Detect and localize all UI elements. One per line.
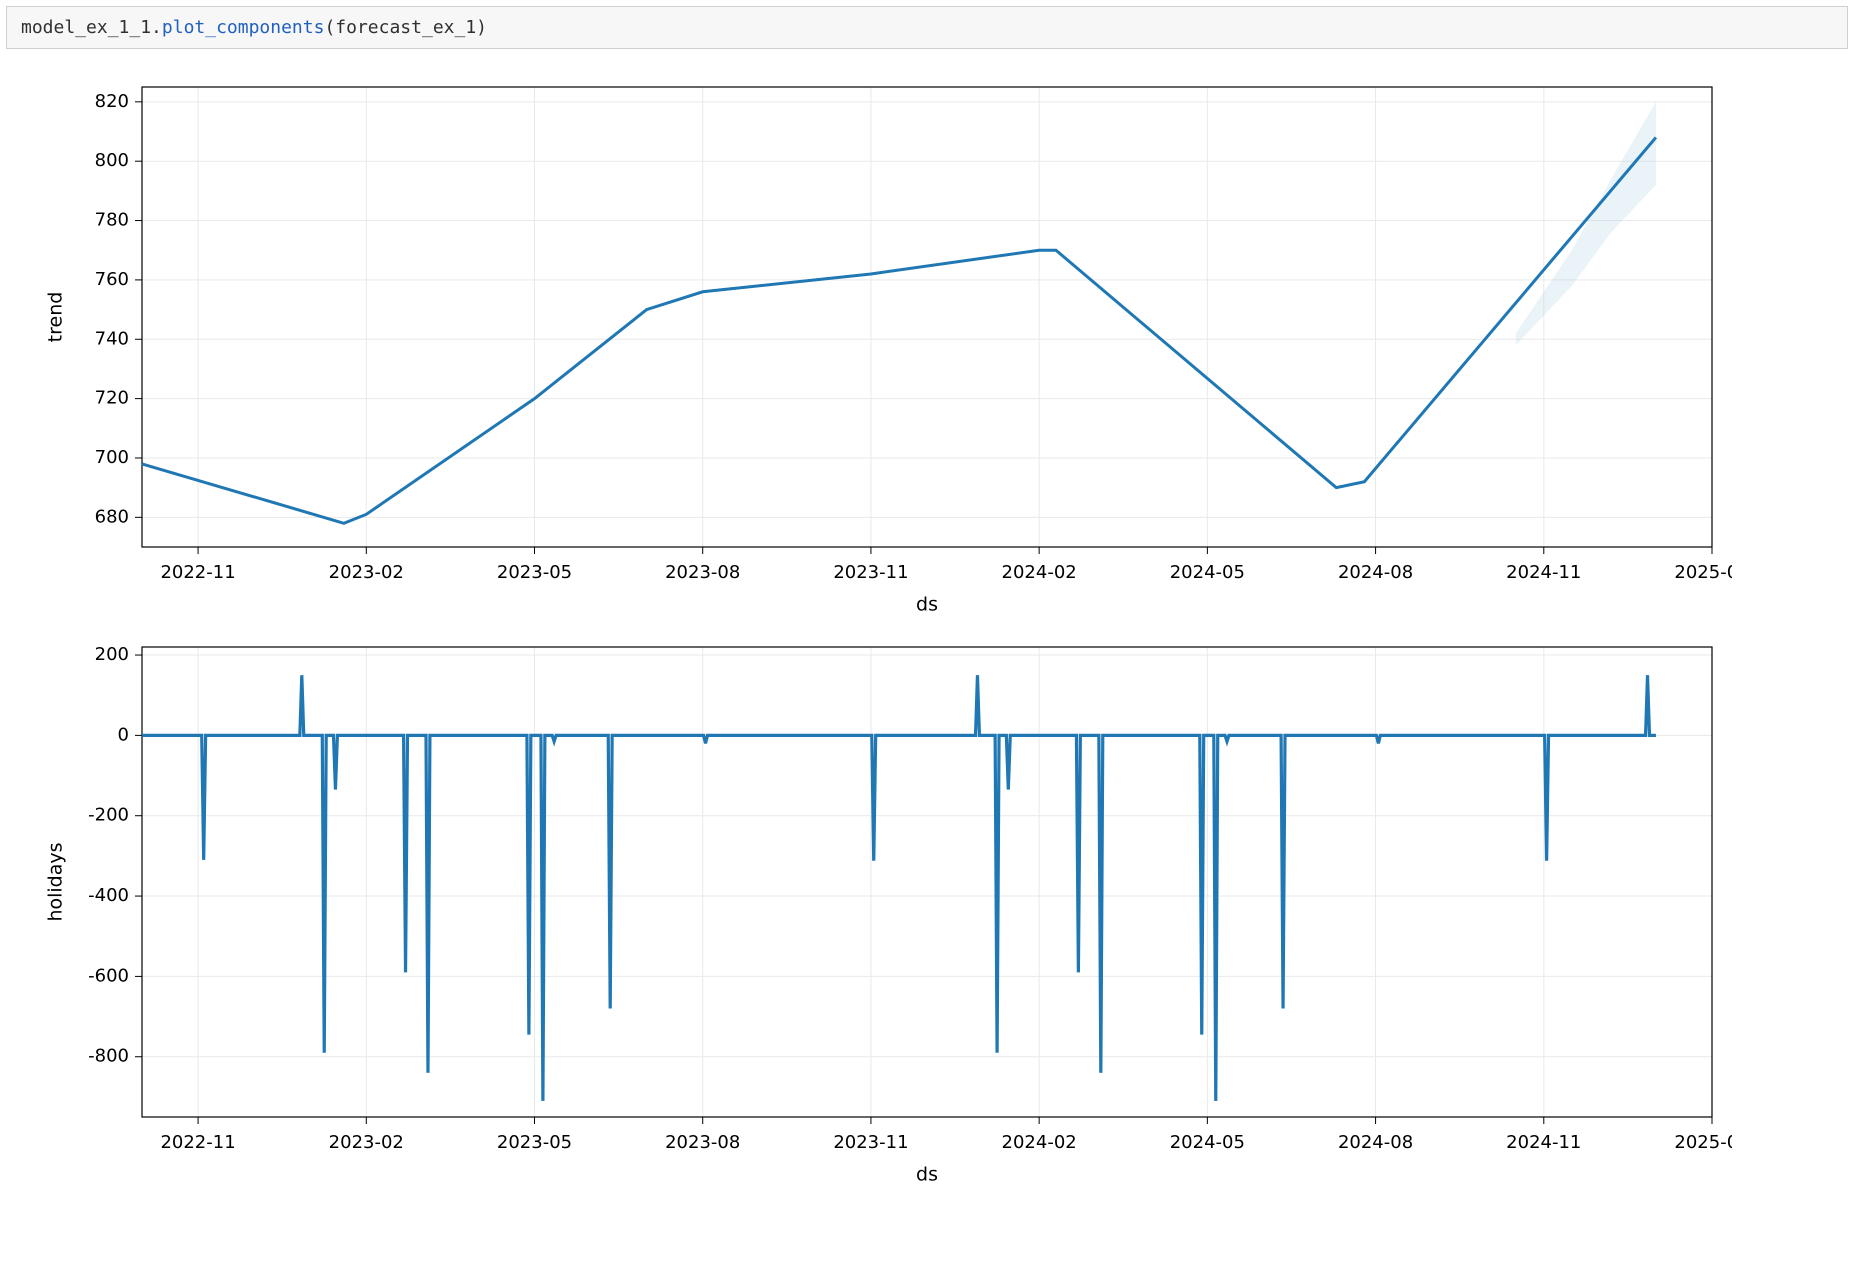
svg-text:2023-02: 2023-02 — [329, 562, 404, 583]
svg-text:2022-11: 2022-11 — [160, 1132, 235, 1153]
svg-text:2024-05: 2024-05 — [1170, 1132, 1245, 1153]
svg-text:2024-02: 2024-02 — [1002, 562, 1077, 583]
holidays-line — [142, 675, 1656, 1101]
trend-uncertainty — [1516, 102, 1656, 345]
svg-text:2025-02: 2025-02 — [1674, 562, 1732, 583]
svg-text:2023-08: 2023-08 — [665, 1132, 740, 1153]
trend-frame — [142, 87, 1712, 547]
holidays-frame — [142, 647, 1712, 1117]
svg-text:2023-02: 2023-02 — [329, 1132, 404, 1153]
trend-line — [142, 137, 1656, 523]
code-text-method: plot_components — [162, 17, 325, 38]
svg-text:700: 700 — [95, 447, 129, 468]
svg-text:820: 820 — [95, 91, 129, 112]
holidays-grid — [142, 647, 1712, 1117]
svg-text:200: 200 — [95, 644, 129, 665]
svg-text:2024-05: 2024-05 — [1170, 562, 1245, 583]
svg-text:2024-11: 2024-11 — [1506, 562, 1581, 583]
svg-text:740: 740 — [95, 328, 129, 349]
svg-text:2023-05: 2023-05 — [497, 1132, 572, 1153]
svg-text:-400: -400 — [88, 885, 129, 906]
code-text-suffix: (forecast_ex_1) — [324, 17, 487, 38]
svg-text:780: 780 — [95, 210, 129, 231]
svg-text:-800: -800 — [88, 1046, 129, 1067]
holidays-xlabel: ds — [916, 1164, 938, 1186]
svg-text:2023-11: 2023-11 — [833, 1132, 908, 1153]
svg-text:2024-08: 2024-08 — [1338, 562, 1413, 583]
svg-text:2023-05: 2023-05 — [497, 562, 572, 583]
svg-text:2023-08: 2023-08 — [665, 562, 740, 583]
trend-xlabel: ds — [916, 594, 938, 616]
svg-text:0: 0 — [118, 724, 129, 745]
trend-chart: 680 700 720 740 760 780 800 820 2022-11 2023-02 20… — [12, 67, 1732, 627]
code-cell: model_ex_1_1.plot_components(forecast_ex… — [6, 6, 1848, 49]
svg-text:2024-08: 2024-08 — [1338, 1132, 1413, 1153]
holidays-chart: -800 -600 -400 -200 0 200 2022-11 2023-02 2023-0… — [12, 627, 1732, 1197]
svg-text:2023-11: 2023-11 — [833, 562, 908, 583]
svg-text:-600: -600 — [88, 965, 129, 986]
svg-text:2025-02: 2025-02 — [1674, 1132, 1732, 1153]
svg-text:2024-11: 2024-11 — [1506, 1132, 1581, 1153]
trend-grid — [142, 87, 1712, 547]
svg-text:2022-11: 2022-11 — [160, 562, 235, 583]
code-text-prefix: model_ex_1_1. — [21, 17, 162, 38]
svg-text:800: 800 — [95, 150, 129, 171]
svg-text:680: 680 — [95, 506, 129, 527]
svg-text:760: 760 — [95, 269, 129, 290]
svg-text:720: 720 — [95, 388, 129, 409]
trend-ylabel: trend — [45, 292, 67, 343]
svg-text:-200: -200 — [88, 805, 129, 826]
holidays-ylabel: holidays — [45, 842, 67, 921]
svg-text:2024-02: 2024-02 — [1002, 1132, 1077, 1153]
charts-container: 680 700 720 740 760 780 800 820 2022-11 2023-02 20… — [12, 67, 1812, 1197]
